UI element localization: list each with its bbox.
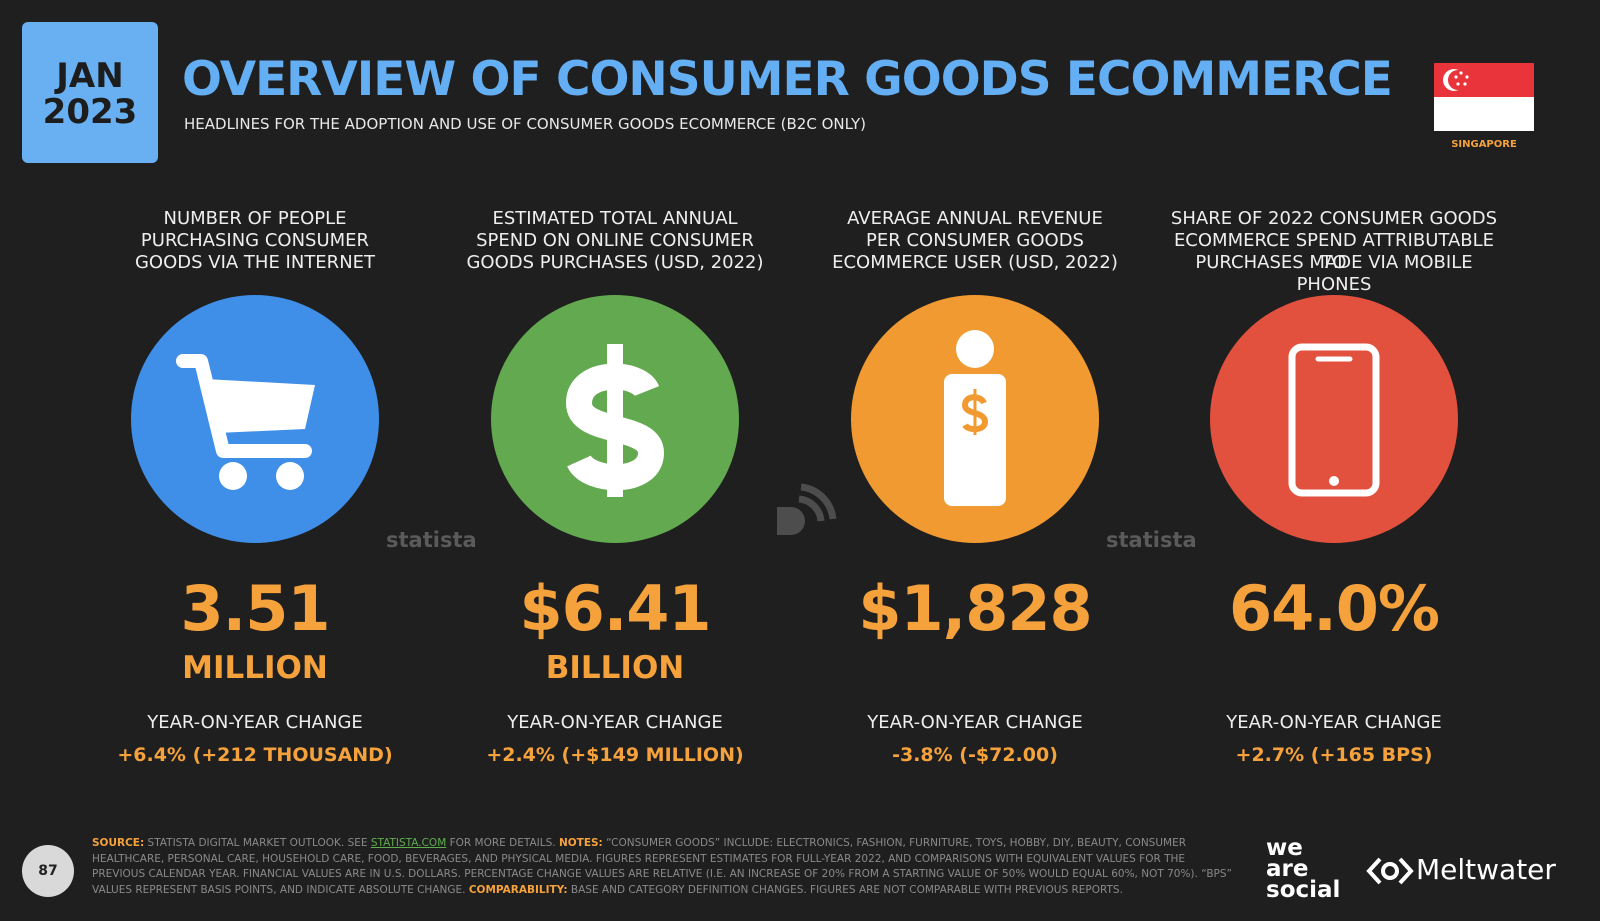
card-label: ECOMMERCE SPEND ATTRIBUTABLE TO xyxy=(1173,230,1495,273)
logo-line: we xyxy=(1266,835,1303,861)
card-value: $6.41 xyxy=(519,572,711,645)
source-label: SOURCE: xyxy=(92,837,145,849)
watermark: statista xyxy=(386,528,477,552)
logo-line: are xyxy=(1266,856,1309,882)
subtitle: HEADLINES FOR THE ADOPTION AND USE OF CO… xyxy=(184,115,866,133)
datareportal-logo xyxy=(777,483,837,535)
card-label: GOODS VIA THE INTERNET xyxy=(134,252,376,273)
card-label: SPEND ON ONLINE CONSUMER xyxy=(476,230,754,251)
comparability-label: COMPARABILITY: xyxy=(468,883,568,896)
flag xyxy=(1434,63,1534,131)
card-value: 3.51 xyxy=(180,572,331,645)
card-label: PER CONSUMER GOODS xyxy=(866,230,1084,251)
change-label: YEAR-ON-YEAR CHANGE xyxy=(147,712,363,733)
meltwater-logo: Meltwater xyxy=(1416,853,1556,886)
source-tail: FOR MORE DETAILS. xyxy=(449,837,556,849)
country: SINGAPORE xyxy=(1451,139,1517,150)
we-are-social-logo: we are social xyxy=(1266,835,1341,903)
card-label: ESTIMATED TOTAL ANNUAL xyxy=(492,208,738,229)
change-value: -3.8% (-$72.00) xyxy=(892,744,1058,766)
card-value: $1,828 xyxy=(858,572,1092,645)
change-label: YEAR-ON-YEAR CHANGE xyxy=(507,712,723,733)
comparability-text: BASE AND CATEGORY DEFINITION CHANGES. FI… xyxy=(570,883,1123,896)
card-label: PURCHASING CONSUMER xyxy=(140,230,370,251)
source-text: STATISTA DIGITAL MARKET OUTLOOK. SEE xyxy=(147,837,368,849)
date-month: JAN xyxy=(56,56,124,96)
change-label: YEAR-ON-YEAR CHANGE xyxy=(867,712,1083,733)
card-label: ECOMMERCE USER (USD, 2022) xyxy=(832,252,1118,273)
phone-icon xyxy=(1210,295,1458,543)
card-label: PURCHASES MADE VIA MOBILE PHONES xyxy=(1195,252,1473,295)
source-link[interactable]: STATISTA.COM xyxy=(370,837,447,849)
card-unit: BILLION xyxy=(545,650,685,686)
meltwater-icon xyxy=(1366,857,1414,885)
notes-text: “CONSUMER GOODS” INCLUDE: ELECTRONICS, F… xyxy=(92,837,1232,896)
date-year: 2023 xyxy=(42,92,138,132)
page-number: 87 xyxy=(22,845,74,897)
change-value: +2.7% (+165 BPS) xyxy=(1235,744,1433,766)
cart-icon xyxy=(131,295,379,543)
card-unit: MILLION xyxy=(182,650,328,686)
watermark: statista xyxy=(1106,528,1197,552)
dollar-icon xyxy=(491,295,739,543)
card-label: NUMBER OF PEOPLE xyxy=(163,208,347,229)
card-label: GOODS PURCHASES (USD, 2022) xyxy=(466,252,764,273)
date-box: JAN 2023 xyxy=(22,22,158,163)
change-value: +6.4% (+212 THOUSAND) xyxy=(117,744,393,766)
card-label: SHARE OF 2022 CONSUMER GOODS xyxy=(1170,208,1498,229)
change-label: YEAR-ON-YEAR CHANGE xyxy=(1226,712,1442,733)
change-value: +2.4% (+$149 MILLION) xyxy=(486,744,744,766)
logo-line: social xyxy=(1266,877,1341,903)
footer-notes: SOURCE: STATISTA DIGITAL MARKET OUTLOOK.… xyxy=(92,836,1232,898)
card-label: AVERAGE ANNUAL REVENUE xyxy=(847,208,1103,229)
card-value: 64.0% xyxy=(1228,572,1440,645)
person-icon xyxy=(851,295,1099,543)
title: OVERVIEW OF CONSUMER GOODS ECOMMERCE xyxy=(182,52,1393,107)
notes-label: NOTES: xyxy=(558,837,603,849)
